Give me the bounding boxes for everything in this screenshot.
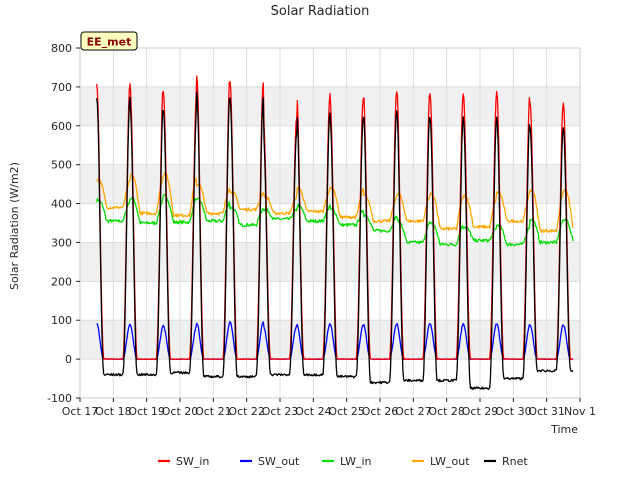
x-tick-label: Nov 1 (564, 405, 596, 418)
x-tick-label: Oct 25 (328, 405, 365, 418)
legend-label: SW_in (176, 455, 209, 468)
legend-label: LW_in (340, 455, 372, 468)
legend-label: Rnet (502, 455, 528, 468)
x-tick-label: Oct 30 (495, 405, 532, 418)
legend-item-lw-in: LW_in (322, 455, 372, 468)
x-tick-label: Oct 19 (128, 405, 165, 418)
legend-label: SW_out (258, 455, 300, 468)
y-tick-label: 800 (51, 42, 72, 55)
site-label-box: EE_met (80, 31, 138, 51)
grid-band (80, 242, 580, 282)
grid-band (80, 320, 580, 360)
chart-title: Solar Radiation (271, 4, 370, 19)
series-lines (96, 75, 574, 391)
y-tick-label: 0 (65, 353, 72, 366)
grid-band (80, 164, 580, 204)
y-tick-label: 300 (51, 236, 72, 249)
x-tick-label: Oct 31 (528, 405, 565, 418)
y-tick-label: 700 (51, 81, 72, 94)
y-tick-label: -100 (47, 392, 72, 405)
y-tick-label: 400 (51, 198, 72, 211)
legend-label: LW_out (430, 455, 470, 468)
y-tick-label: 200 (51, 275, 72, 288)
series-line-rnet (96, 91, 574, 391)
x-tick-label: Oct 26 (362, 405, 399, 418)
site-label: EE_met (87, 36, 132, 49)
y-tick-label: 100 (51, 314, 72, 327)
legend-item-sw-in: SW_in (158, 455, 209, 468)
legend-item-sw-out: SW_out (240, 455, 300, 468)
y-axis: -100 0 100 200 300 400 500 600 700 800 (47, 42, 80, 405)
x-tick-label: Oct 18 (95, 405, 132, 418)
y-tick-label: 500 (51, 159, 72, 172)
x-tick-label: Oct 27 (395, 405, 432, 418)
y-axis-title: Solar Radiation (W/m2) (8, 162, 21, 290)
x-tick-label: Oct 21 (195, 405, 232, 418)
legend-item-rnet: Rnet (484, 455, 528, 468)
legend-item-lw-out: LW_out (412, 455, 470, 468)
x-tick-label: Oct 28 (428, 405, 465, 418)
x-tick-label: Oct 20 (162, 405, 199, 418)
plot-frame (79, 47, 581, 399)
x-tick-label: Oct 17 (62, 405, 99, 418)
x-tick-label: Oct 24 (295, 405, 332, 418)
x-tick-label: Oct 23 (262, 405, 299, 418)
legend: SW_in SW_out LW_in LW_out Rnet (158, 455, 528, 468)
x-tick-label: Oct 22 (228, 405, 265, 418)
x-tick-label: Oct 29 (462, 405, 499, 418)
y-tick-label: 600 (51, 120, 72, 133)
x-axis-title: Time (550, 423, 578, 436)
